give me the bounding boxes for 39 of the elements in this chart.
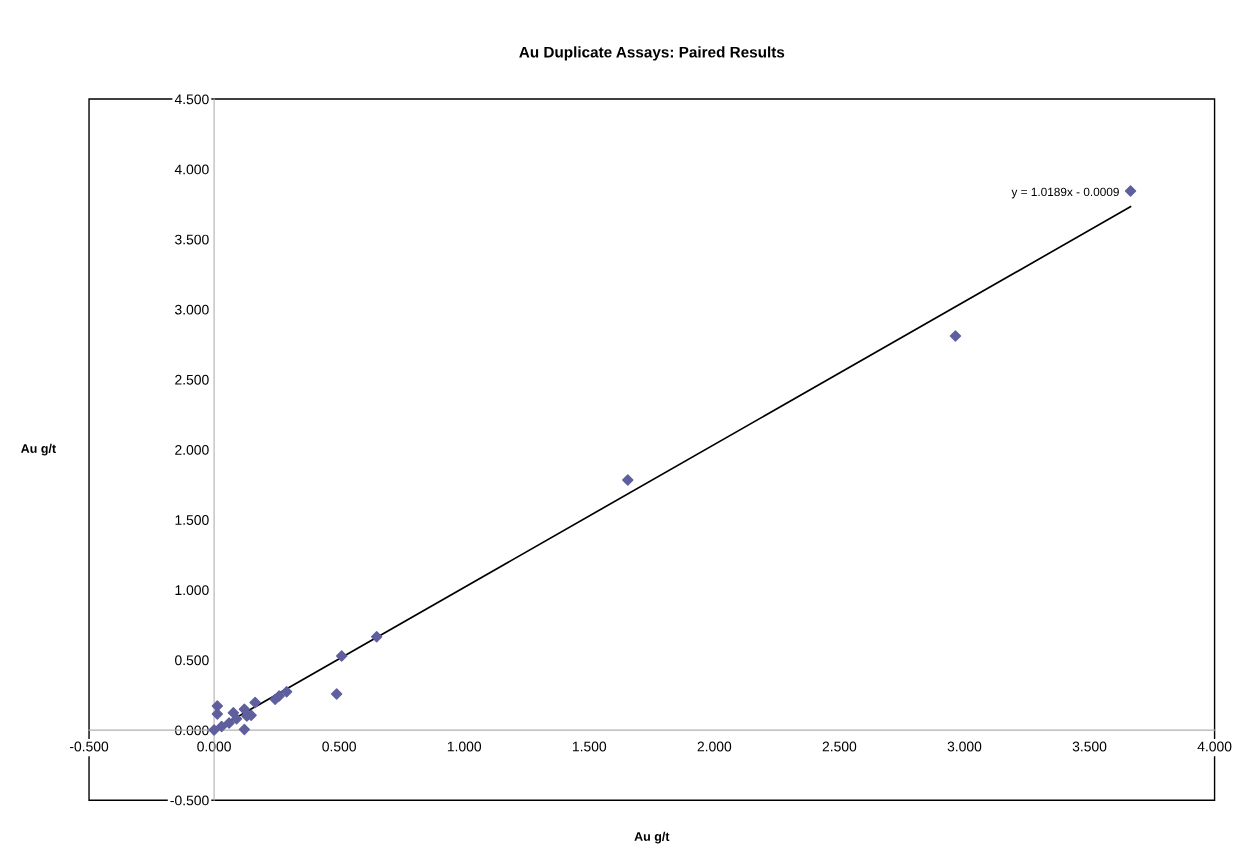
- y-tick-label: 1.500: [175, 515, 209, 525]
- point: [273, 690, 285, 702]
- chart-title: Au Duplicate Assays: Paired Results: [519, 46, 785, 61]
- x-tick-label: 2.500: [822, 741, 857, 752]
- point: [280, 686, 293, 698]
- x-tick-label: 0.500: [322, 741, 356, 752]
- x-tick-label: -0.500: [69, 741, 109, 752]
- x-tick-label: 1.500: [572, 741, 607, 752]
- y-tick-label: 0.000: [175, 725, 209, 736]
- point: [1124, 185, 1137, 197]
- x-tick-label: 0.000: [197, 741, 231, 752]
- x-axis-title: Au g/t: [634, 831, 670, 844]
- point: [949, 330, 962, 342]
- point: [249, 696, 261, 709]
- y-tick-label: 1.000: [175, 585, 209, 596]
- annotation: y = 1.0189x - 0.0009: [1011, 187, 1119, 199]
- y-tick-label: 4.500: [174, 94, 209, 105]
- point: [238, 723, 251, 736]
- point: [330, 688, 343, 700]
- y-tick-label: 0.500: [175, 655, 209, 666]
- x-tick-label: 3.500: [1072, 741, 1107, 752]
- point: [370, 630, 383, 643]
- point: [622, 474, 634, 486]
- y-tick-label: 2.500: [175, 374, 209, 385]
- point: [215, 720, 228, 733]
- y-tick-label: -0.500: [170, 795, 209, 806]
- y-tick-label: 4.000: [174, 164, 209, 175]
- x-tick-label: 3.000: [947, 741, 982, 752]
- x-tick-label: 4.000: [1197, 741, 1232, 752]
- point: [208, 724, 220, 736]
- point: [227, 707, 240, 719]
- y-tick-label: 3.000: [175, 304, 209, 315]
- point: [223, 717, 235, 729]
- y-tick-label: 2.000: [175, 444, 209, 455]
- x-tick-label: 2.000: [697, 741, 732, 752]
- x-tick-label: 1.000: [447, 741, 482, 752]
- y-tick-label: 3.500: [175, 234, 209, 245]
- point: [335, 650, 348, 662]
- y-axis-title: Au g/t: [20, 443, 56, 456]
